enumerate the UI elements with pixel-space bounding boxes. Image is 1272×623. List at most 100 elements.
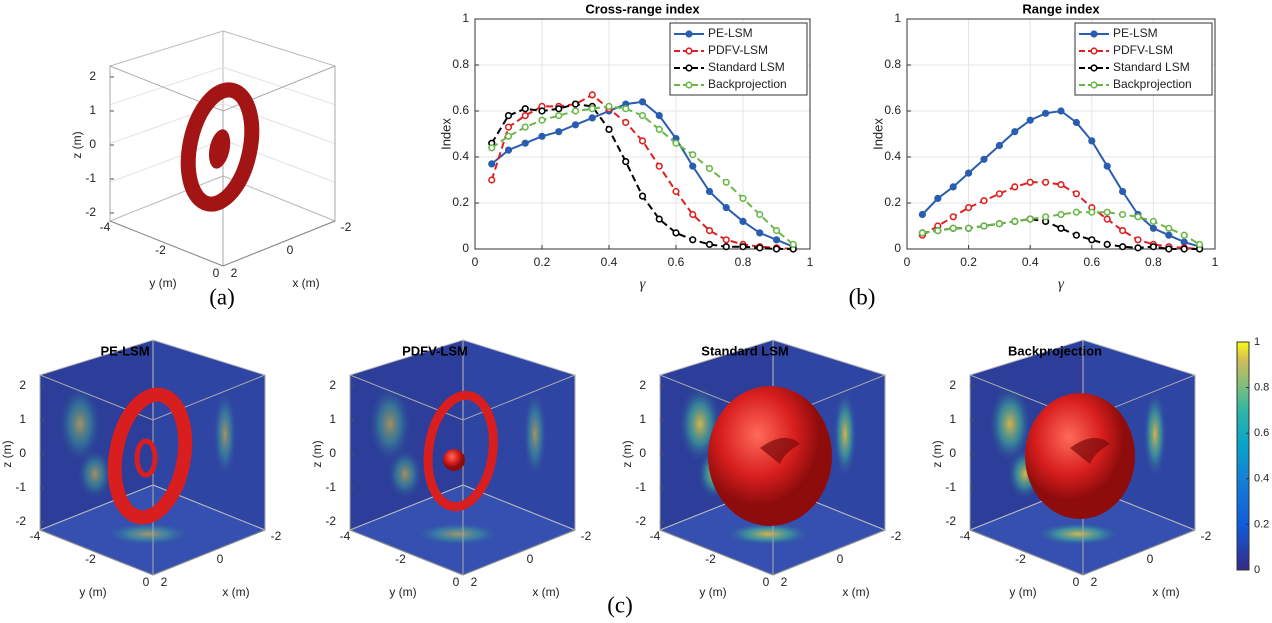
data-point <box>538 132 546 140</box>
y-tick-label: 0.6 <box>884 103 901 117</box>
data-point <box>739 217 747 225</box>
heat-blob <box>988 384 1032 464</box>
data-point <box>1057 107 1065 115</box>
x-tick-label: -2 <box>271 529 282 543</box>
target-core <box>208 129 231 169</box>
z-tick-label: -1 <box>325 480 336 494</box>
legend-label: Backprojection <box>708 77 787 91</box>
z-tick-label: 0 <box>19 446 26 460</box>
data-point <box>1011 217 1019 225</box>
data-point <box>638 98 647 106</box>
data-point <box>1149 224 1157 232</box>
data-point <box>1180 245 1188 253</box>
data-point <box>918 210 927 219</box>
z-tick-label: -2 <box>85 205 96 219</box>
data-point <box>1103 240 1111 248</box>
y-tick-label: 0 <box>1073 575 1080 589</box>
x-tick-label: 0.4 <box>601 255 618 269</box>
y-tick-label: 0 <box>213 266 220 280</box>
y-tick-label: 0.6 <box>452 103 469 117</box>
data-point <box>995 220 1004 228</box>
data-point <box>1118 243 1127 251</box>
legend-marker <box>685 47 693 55</box>
chart-title: Range index <box>1022 1 1100 16</box>
data-point <box>1041 213 1050 221</box>
legend-label: PE-LSM <box>708 26 753 40</box>
data-point <box>655 125 663 133</box>
data-point <box>638 192 647 200</box>
colorbar-tick-label: 0.4 <box>1254 473 1269 485</box>
x-tick-label: 0 <box>837 552 844 566</box>
data-point <box>538 116 546 124</box>
heat-blob <box>833 389 857 479</box>
target-ring <box>180 82 260 212</box>
z-tick-label: 2 <box>639 378 646 392</box>
box-grid <box>109 66 224 106</box>
heat-blob <box>413 522 503 546</box>
heat-blob <box>213 389 237 479</box>
axes-box <box>474 18 811 250</box>
data-point <box>638 111 647 120</box>
z-tick-label: -2 <box>635 514 646 528</box>
data-point <box>622 105 630 113</box>
data-point <box>1149 243 1157 251</box>
z-tick-label: 1 <box>639 412 646 426</box>
data-point <box>689 162 697 170</box>
y-tick-label: -4 <box>960 529 971 543</box>
z-axis-label: z (m) <box>70 131 84 158</box>
z-tick-label: 2 <box>89 69 96 83</box>
data-point <box>521 105 529 113</box>
y-tick-label: 0.4 <box>884 149 901 163</box>
data-point <box>521 123 529 131</box>
data-point <box>1149 217 1157 225</box>
heat-blob <box>58 384 102 464</box>
data-point <box>722 236 730 244</box>
y-tick-label: -2 <box>155 243 166 257</box>
heat-blob <box>1033 522 1123 546</box>
legend-marker <box>1090 64 1098 72</box>
data-point <box>571 107 580 115</box>
x-axis-label: x (m) <box>1152 585 1179 599</box>
data-point <box>1026 178 1034 186</box>
data-point <box>605 102 613 110</box>
data-point <box>1088 137 1096 145</box>
data-point <box>964 169 973 177</box>
z-tick-label: -1 <box>945 480 956 494</box>
data-point <box>705 240 714 248</box>
box-edge <box>109 220 336 267</box>
data-point <box>995 190 1004 198</box>
z-tick-label: 0 <box>89 137 96 151</box>
data-point <box>1165 245 1173 253</box>
x-tick-label: 0 <box>904 255 911 269</box>
legend-marker <box>685 30 693 38</box>
x-tick-label: 0 <box>527 552 534 566</box>
colorbar-tick-label: 1 <box>1254 336 1260 348</box>
data-point <box>949 213 957 221</box>
y-tick-label: -2 <box>85 552 96 566</box>
reconstruction <box>443 449 465 471</box>
legend-marker <box>1090 47 1098 55</box>
box-edge <box>39 529 266 576</box>
data-point <box>789 240 797 248</box>
y-tick-label: 1 <box>894 11 901 25</box>
data-point <box>504 123 513 131</box>
x-tick-label: 0.4 <box>1022 255 1039 269</box>
z-tick-label: 0 <box>329 446 336 460</box>
legend-label: PDFV-LSM <box>708 43 768 57</box>
data-point <box>739 194 747 202</box>
x-axis-label: x (m) <box>292 276 319 290</box>
data-point <box>722 204 730 212</box>
data-point <box>1165 231 1173 239</box>
legend-marker <box>1090 30 1098 38</box>
y-tick-label: 0.4 <box>452 149 469 163</box>
y-axis-label: Index <box>438 118 453 150</box>
data-point <box>756 244 764 252</box>
data-point <box>1180 238 1188 246</box>
y-tick-label: -2 <box>1015 552 1026 566</box>
y-tick-label: 0.8 <box>452 57 469 71</box>
data-point <box>1011 183 1019 191</box>
heat-blob <box>523 389 547 479</box>
data-point <box>980 155 988 163</box>
